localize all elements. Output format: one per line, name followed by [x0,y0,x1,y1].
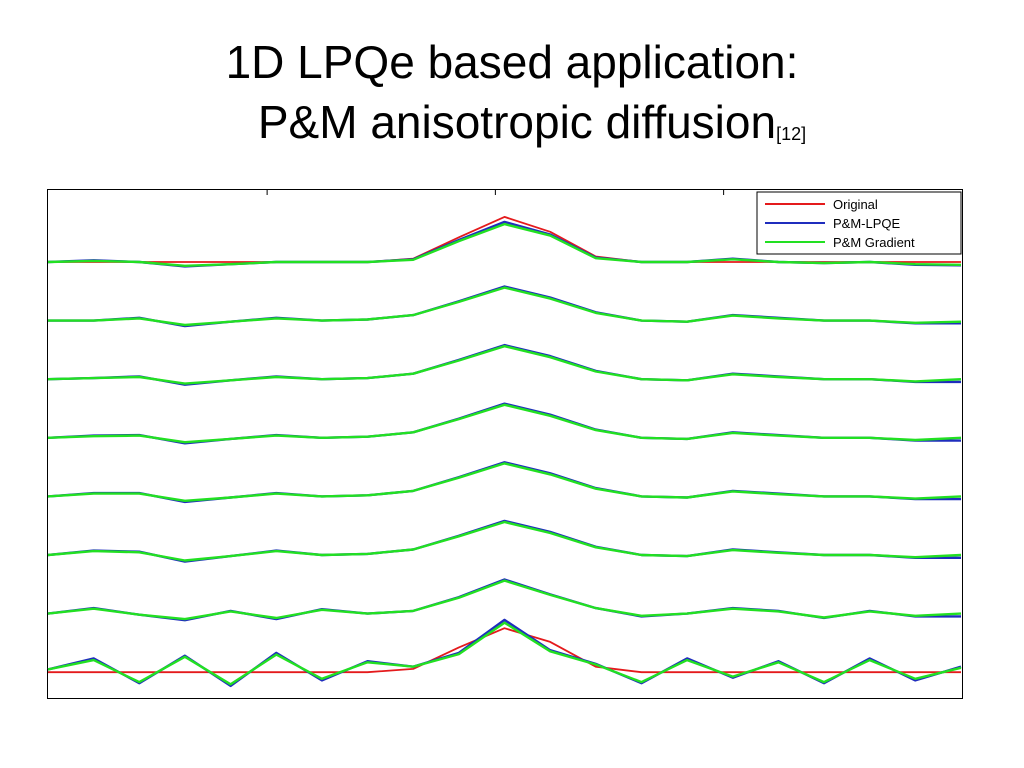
series-line-p-m-gradient-panel-1 [47,222,962,267]
legend-label: Original [833,197,878,212]
series-line-p-m-gradient-panel-5 [47,462,962,502]
legend-label: P&M-LPQE [833,216,901,231]
title-reference: [12] [776,124,807,144]
series-line-p-m-gradient-panel-4 [47,403,962,444]
series-line-p-m-gradient-panel-8 [47,621,962,686]
title-line-2: P&M anisotropic diffusion[12] [218,92,806,164]
series-line-original-panel-8 [48,627,961,674]
series-lines [47,216,962,688]
title-line-2-text: P&M anisotropic diffusion [257,96,777,148]
series-line-p-m-gradient-panel-6 [47,520,962,562]
series-line-p-m-gradient-panel-7 [47,579,962,621]
axis-ticks [266,190,725,195]
legend-label: P&M Gradient [833,235,915,250]
series-line-p-m-gradient-panel-3 [47,345,962,385]
diffusion-chart: Original P&M-LPQE P&M Gradient [47,189,963,699]
slide-title: 1D LPQe based application: P&M anisotrop… [0,32,1024,164]
plot-frame [47,189,963,699]
series-line-p-m-gradient-panel-2 [48,286,962,327]
legend: Original P&M-LPQE P&M Gradient [756,191,962,255]
title-line-1: 1D LPQe based application: [225,36,799,88]
